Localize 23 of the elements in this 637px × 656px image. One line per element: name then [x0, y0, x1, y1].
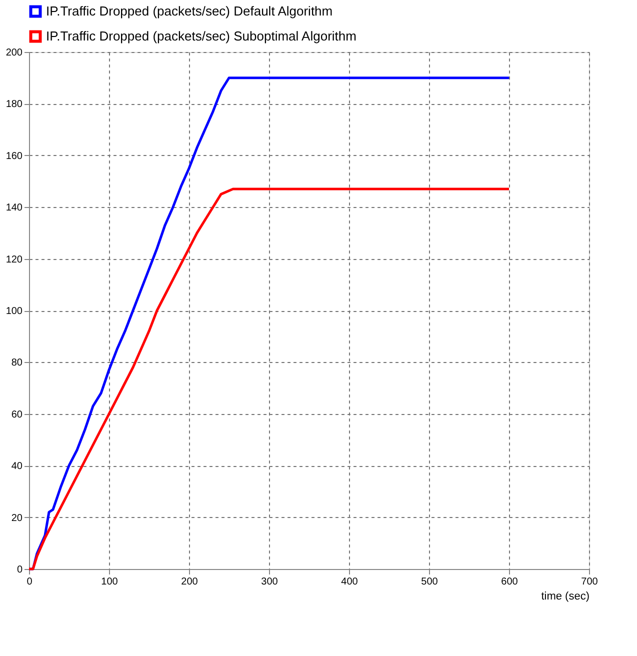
y-tick-label: 60 — [11, 409, 23, 420]
y-tick-label: 0 — [16, 564, 23, 576]
y-tick-label: 120 — [6, 254, 23, 266]
legend-label: IP.Traffic Dropped (packets/sec) Default Algorithm — [46, 4, 333, 18]
x-tick-label: 100 — [101, 576, 118, 588]
x-tick-label: 500 — [421, 576, 438, 588]
y-tick-label: 140 — [6, 202, 23, 214]
y-tick-label: 20 — [11, 512, 23, 524]
y-tick-label: 160 — [6, 150, 23, 162]
legend-label: IP.Traffic Dropped (packets/sec) Suboptimal Algorithm — [46, 28, 356, 44]
x-axis-title: time (sec) — [541, 590, 590, 602]
x-tick-label: 700 — [581, 576, 598, 588]
y-tick-label: 80 — [11, 358, 23, 369]
y-tick-label: 40 — [11, 461, 23, 472]
x-tick-label: 600 — [501, 576, 518, 588]
y-tick-label: 180 — [6, 99, 23, 110]
x-tick-label: 0 — [26, 576, 33, 588]
x-tick-label: 400 — [341, 576, 358, 588]
y-tick-label: 200 — [6, 48, 23, 58]
y-tick-label: 100 — [6, 306, 23, 317]
x-tick-label: 300 — [261, 576, 278, 588]
x-tick-label: 200 — [181, 576, 198, 588]
line-series — [28, 188, 510, 570]
